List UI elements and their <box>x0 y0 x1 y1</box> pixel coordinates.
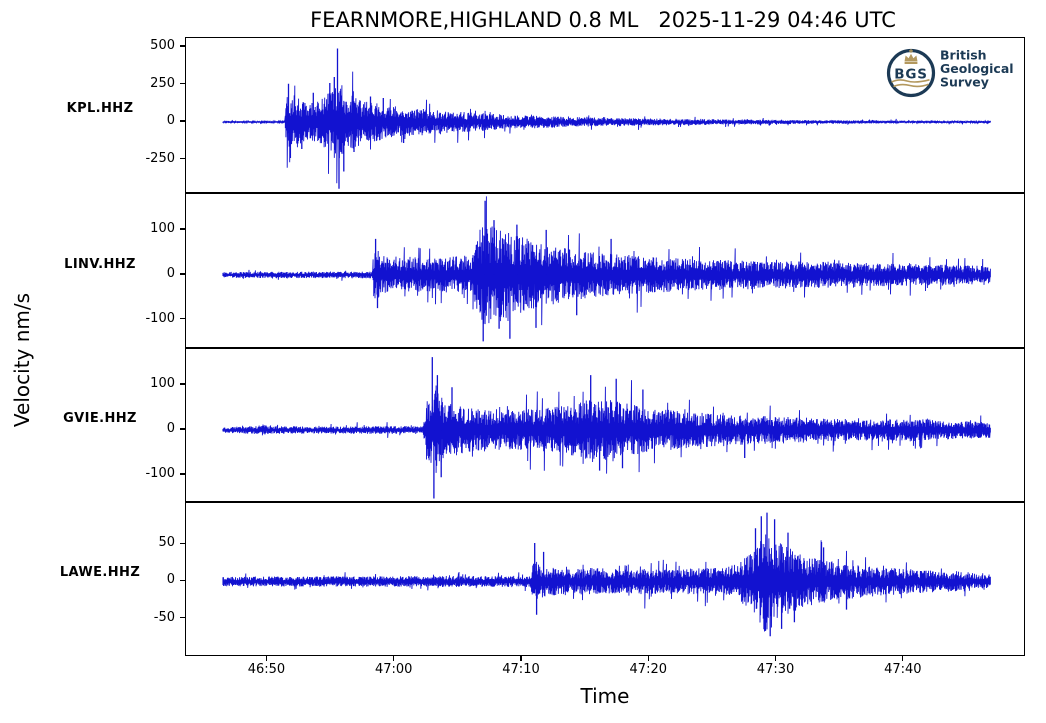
x-tick-mark <box>902 656 904 661</box>
x-tick-mark <box>647 656 649 661</box>
station-label-gvie-hhz: GVIE.HHZ <box>63 411 137 426</box>
x-tick-label: 47:10 <box>502 662 540 677</box>
y-tick-mark <box>180 120 185 122</box>
y-tick-label: -100 <box>145 466 175 482</box>
bgs-abbr-text: BGS <box>894 67 928 83</box>
y-tick-mark <box>180 45 185 47</box>
y-tick-label: 0 <box>166 265 175 281</box>
bgs-name-text: British Geological Survey <box>940 48 1014 90</box>
x-tick-mark <box>265 656 268 661</box>
y-tick-label: -50 <box>153 609 175 625</box>
y-tick-label: 250 <box>150 75 175 91</box>
subplot-gvie-hhz <box>185 348 1025 502</box>
waveform-kpl-hhz <box>222 48 991 189</box>
y-tick-label: 100 <box>150 376 175 392</box>
bgs-name-line3: Survey <box>940 75 989 90</box>
subplot-lawe-hhz <box>185 502 1025 656</box>
x-tick-mark <box>393 656 395 661</box>
y-tick-mark <box>180 473 185 475</box>
y-tick-mark <box>180 273 185 275</box>
y-tick-mark <box>180 428 185 430</box>
trace-linv-hhz <box>222 196 991 326</box>
trace-peaks-gvie-hhz <box>431 357 746 499</box>
trace-peaks-linv-hhz <box>374 200 612 342</box>
bgs-name-line2: Geological <box>940 61 1014 76</box>
y-tick-label: 0 <box>166 113 175 128</box>
waveform-lawe-hhz <box>222 512 991 637</box>
trace-gvie-hhz <box>222 380 991 474</box>
y-tick-mark <box>180 383 185 385</box>
station-label-kpl-hhz: KPL.HHZ <box>66 101 134 116</box>
waveform-gvie-hhz <box>222 357 991 499</box>
x-axis-label: Time <box>580 684 630 708</box>
x-tick-label: 47:20 <box>629 662 667 677</box>
x-tick-label: 47:40 <box>884 662 922 677</box>
y-tick-mark <box>180 579 185 582</box>
crown-icon <box>904 49 918 64</box>
bgs-logo: BGS British Geological Survey <box>882 44 1014 104</box>
station-label-linv-hhz: LINV.HHZ <box>64 256 136 272</box>
y-tick-mark <box>180 82 185 85</box>
subplot-linv-hhz <box>185 193 1025 348</box>
plot-title: FEARNMORE,HIGHLAND 0.8 ML 2025-11-29 04:… <box>310 8 896 32</box>
y-tick-mark <box>180 318 185 320</box>
x-tick-label: 46:50 <box>247 662 286 677</box>
bgs-name-line1: British <box>940 48 987 63</box>
y-tick-label: 50 <box>158 535 175 551</box>
station-label-lawe-hhz: LAWE.HHZ <box>59 565 141 580</box>
subplot-kpl-hhz <box>185 37 1025 193</box>
y-tick-label: -100 <box>145 310 175 326</box>
bgs-logo-graphic: BGS British Geological Survey <box>886 48 1014 98</box>
y-tick-mark <box>180 616 185 619</box>
x-tick-mark <box>520 656 522 661</box>
x-tick-label: 47:00 <box>374 662 413 677</box>
y-tick-mark <box>180 228 185 230</box>
trace-kpl-hhz <box>222 71 991 184</box>
trace-peaks-kpl-hhz <box>287 48 405 189</box>
x-tick-label: 47:30 <box>756 662 795 677</box>
y-tick-label: 500 <box>150 38 175 53</box>
y-axis-label: Velocity nm/s <box>10 292 34 428</box>
y-tick-label: 0 <box>166 572 175 588</box>
trace-lawe-hhz <box>222 534 991 632</box>
y-tick-label: 0 <box>166 421 175 437</box>
landscape-waves-icon <box>891 79 930 88</box>
y-tick-label: 100 <box>150 220 175 236</box>
waveform-linv-hhz <box>222 196 991 342</box>
y-tick-mark <box>180 542 185 545</box>
y-tick-label: -250 <box>145 150 175 166</box>
x-tick-mark <box>774 656 777 661</box>
y-tick-mark <box>180 157 185 160</box>
trace-peaks-lawe-hhz <box>534 512 848 637</box>
